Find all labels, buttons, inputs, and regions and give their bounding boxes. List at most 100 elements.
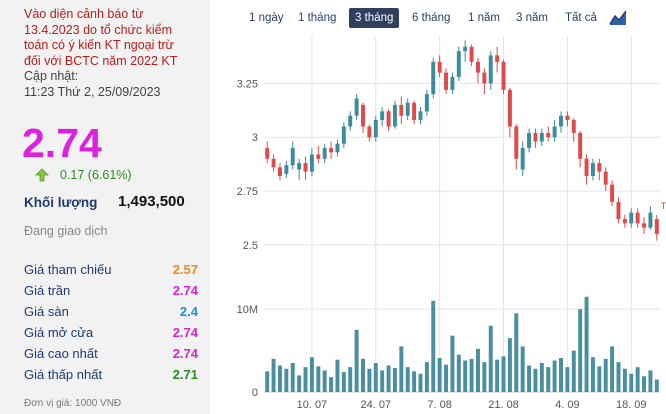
candle-body	[571, 120, 576, 133]
warning-line: toán có ý kiến KT ngoại trừ	[24, 38, 174, 52]
volume-bar	[590, 357, 595, 392]
volume-bar	[316, 366, 321, 392]
stat-row-open: Giá mở cửa 2.74	[24, 325, 200, 340]
candle-body	[597, 163, 602, 172]
candle-body	[520, 148, 525, 170]
volume-tick-label: 0	[252, 387, 258, 399]
candle-body	[431, 61, 436, 95]
candle-body	[559, 115, 563, 127]
volume-bar	[584, 296, 589, 392]
volume-bar	[380, 370, 385, 392]
volume-bar	[361, 358, 365, 392]
candle-body	[412, 102, 417, 120]
volume-bar	[642, 376, 647, 392]
candle-body	[271, 158, 276, 168]
volume-bar	[648, 370, 653, 392]
candle-body	[635, 212, 640, 224]
volume-bar	[386, 365, 391, 392]
volume-bar	[418, 373, 423, 392]
trading-status: Đang giao dịch	[24, 224, 108, 238]
candle-body	[469, 46, 474, 62]
candle-body	[405, 102, 410, 116]
candle-body	[475, 61, 480, 73]
volume-label: Khối lượng	[24, 195, 98, 210]
volume-bar	[629, 373, 634, 392]
warning-line: Vào diện cảnh báo từ	[24, 7, 144, 21]
stat-value: 2.71	[172, 367, 198, 382]
candle-body	[303, 163, 308, 172]
volume-bar	[265, 371, 270, 392]
candle-body	[361, 104, 365, 127]
chart-type-icon[interactable]	[609, 9, 627, 26]
volume-bar	[520, 346, 525, 392]
time-tick-label: 7. 08	[427, 399, 451, 411]
tab-1-day[interactable]: 1 ngày	[249, 12, 284, 24]
stat-label: Giá trần	[24, 283, 71, 298]
time-tick-label: 24. 07	[360, 399, 391, 411]
arrow-up-icon	[35, 168, 49, 182]
price-chart[interactable]: 2.5 2.75 3 3.25 0 10M 10. 07 24. 07 7. 08 21. 0…	[210, 30, 666, 414]
volume-bar	[424, 362, 429, 392]
stat-row-high: Giá cao nhất 2.74	[24, 346, 200, 361]
candle-body	[482, 72, 487, 84]
volume-axis: 0 10M	[237, 304, 258, 399]
price-unit-note: Đơn vị giá: 1000 VNĐ	[24, 398, 122, 409]
volume-bar	[399, 346, 404, 392]
tab-all[interactable]: Tất cả	[565, 12, 597, 24]
candle-body	[501, 61, 506, 90]
candle-body	[590, 163, 595, 176]
candle-body	[380, 111, 385, 120]
volume-bar	[405, 367, 410, 392]
candle-body	[265, 148, 270, 159]
candle-body	[488, 55, 493, 84]
last-price-marker: T	[661, 201, 666, 211]
volume-bar	[610, 346, 615, 392]
candle-body	[456, 51, 461, 77]
candle-body	[322, 148, 327, 159]
volume-bar	[565, 367, 570, 392]
updated-label: Cập nhật:	[24, 69, 79, 83]
candle-body	[578, 132, 583, 159]
volume-bar	[514, 313, 519, 392]
candle-body	[309, 154, 314, 172]
volume-bar	[597, 366, 602, 392]
volume-bar	[533, 368, 538, 392]
volume-bar	[654, 379, 659, 392]
volume-bar	[507, 338, 512, 392]
candle-body	[514, 126, 519, 159]
stat-value: 2.74	[172, 283, 198, 298]
candle-body	[450, 76, 455, 90]
volume-bar	[329, 377, 334, 392]
candle-body	[533, 132, 538, 142]
volume-value: 1,493,500	[118, 193, 185, 210]
candle-body	[629, 212, 634, 224]
stat-value: 2.4	[179, 304, 198, 319]
candle-body	[565, 115, 570, 120]
volume-bar	[444, 364, 449, 392]
volume-bar	[578, 309, 583, 392]
tab-3-years[interactable]: 3 năm	[516, 12, 548, 24]
time-tick-label: 10. 07	[297, 399, 328, 411]
price-tick-label: 3	[252, 132, 258, 144]
volume-bar	[546, 367, 551, 392]
volume-bar	[501, 356, 506, 392]
candle-body	[495, 55, 500, 62]
candle-body	[437, 61, 442, 73]
tab-1-month[interactable]: 1 tháng	[298, 12, 337, 24]
volume-bar	[348, 367, 353, 392]
stat-value: 2.74	[172, 325, 198, 340]
time-tick-label: 4. 09	[555, 399, 579, 411]
volume-bar	[488, 325, 493, 392]
tab-6-months[interactable]: 6 tháng	[412, 12, 451, 24]
volume-bar	[495, 359, 500, 392]
tab-1-year[interactable]: 1 năm	[468, 12, 500, 24]
tab-3-months[interactable]: 3 tháng	[349, 8, 400, 28]
volume-bar	[616, 362, 621, 392]
volume-bar	[559, 358, 563, 392]
volume-bar	[284, 368, 289, 392]
candle-body	[424, 94, 429, 112]
volume-bar	[475, 348, 480, 392]
price-change: 0.17 (6.61%)	[60, 168, 132, 182]
warning-line: đối với BCTC năm 2022 KT	[24, 53, 178, 68]
candle-body	[277, 167, 282, 176]
